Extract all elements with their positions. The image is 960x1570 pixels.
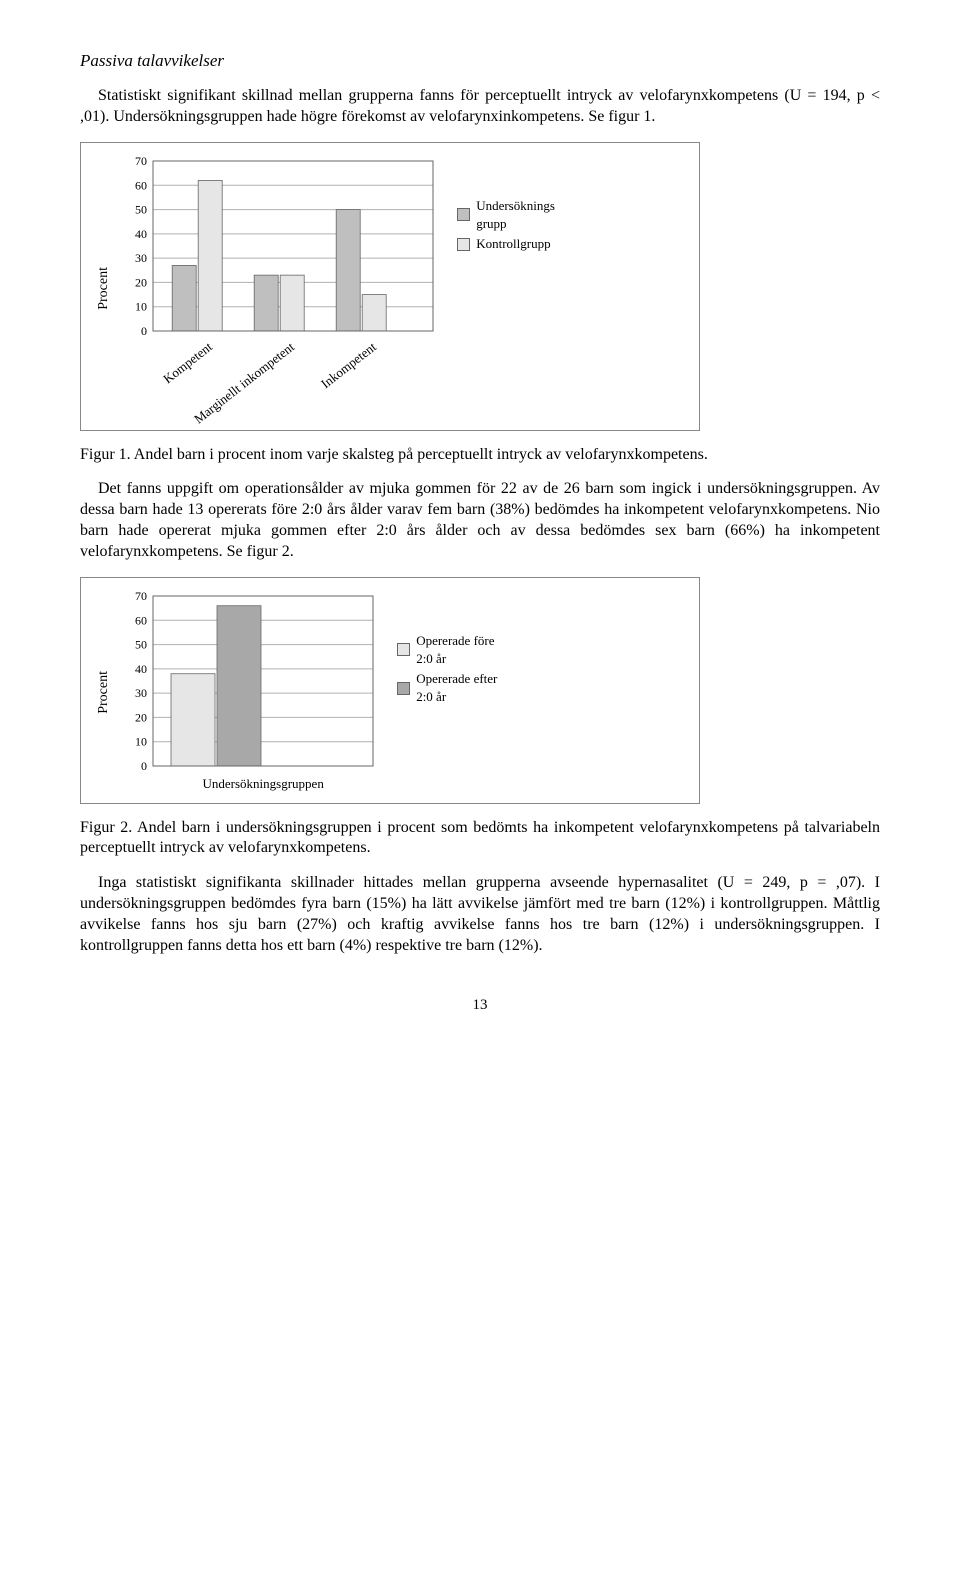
figure-1-chart: Procent 010203040506070KompetentMarginel… bbox=[80, 142, 700, 431]
chart1-legend: Undersöknings grupp Kontrollgrupp bbox=[457, 157, 555, 256]
legend-swatch bbox=[457, 208, 470, 221]
svg-text:50: 50 bbox=[135, 637, 147, 651]
svg-text:0: 0 bbox=[141, 759, 147, 770]
svg-text:20: 20 bbox=[135, 710, 147, 724]
chart2-legend: Opererade före 2:0 år Opererade efter 2:… bbox=[397, 592, 497, 709]
svg-text:10: 10 bbox=[135, 734, 147, 748]
chart2-ylabel: Procent bbox=[95, 671, 113, 714]
svg-text:20: 20 bbox=[135, 275, 147, 289]
legend-label: Undersöknings grupp bbox=[476, 197, 555, 233]
svg-text:0: 0 bbox=[141, 324, 147, 335]
legend-swatch bbox=[397, 643, 410, 656]
svg-text:60: 60 bbox=[135, 178, 147, 192]
legend-item: Kontrollgrupp bbox=[457, 235, 555, 253]
chart1-ylabel: Procent bbox=[95, 267, 113, 310]
svg-text:60: 60 bbox=[135, 613, 147, 627]
svg-text:40: 40 bbox=[135, 662, 147, 676]
legend-swatch bbox=[397, 682, 410, 695]
svg-text:50: 50 bbox=[135, 202, 147, 216]
svg-text:40: 40 bbox=[135, 227, 147, 241]
figure-2-chart: Procent 010203040506070Undersökningsgrup… bbox=[80, 577, 700, 804]
chart1-plot: 010203040506070KompetentMarginellt inkom… bbox=[119, 157, 437, 420]
legend-item: Opererade efter 2:0 år bbox=[397, 670, 497, 706]
legend-item: Undersöknings grupp bbox=[457, 197, 555, 233]
svg-text:30: 30 bbox=[135, 251, 147, 265]
chart2-plot: 010203040506070Undersökningsgruppen bbox=[119, 592, 377, 793]
paragraph-3: Inga statistiskt signifikanta skillnader… bbox=[80, 873, 880, 956]
legend-label: Kontrollgrupp bbox=[476, 235, 550, 253]
figure-1-caption: Figur 1. Andel barn i procent inom varje… bbox=[80, 445, 880, 466]
svg-text:30: 30 bbox=[135, 686, 147, 700]
legend-swatch bbox=[457, 238, 470, 251]
svg-text:70: 70 bbox=[135, 157, 147, 168]
figure-2-caption: Figur 2. Andel barn i undersökningsgrupp… bbox=[80, 818, 880, 860]
legend-label: Opererade efter 2:0 år bbox=[416, 670, 497, 706]
legend-label: Opererade före 2:0 år bbox=[416, 632, 494, 668]
paragraph-1: Statistiskt signifikant skillnad mellan … bbox=[80, 86, 880, 128]
svg-text:70: 70 bbox=[135, 592, 147, 603]
page-number: 13 bbox=[80, 996, 880, 1016]
legend-item: Opererade före 2:0 år bbox=[397, 632, 497, 668]
section-heading: Passiva talavvikelser bbox=[80, 50, 880, 72]
svg-text:10: 10 bbox=[135, 299, 147, 313]
paragraph-2: Det fanns uppgift om operationsålder av … bbox=[80, 479, 880, 562]
